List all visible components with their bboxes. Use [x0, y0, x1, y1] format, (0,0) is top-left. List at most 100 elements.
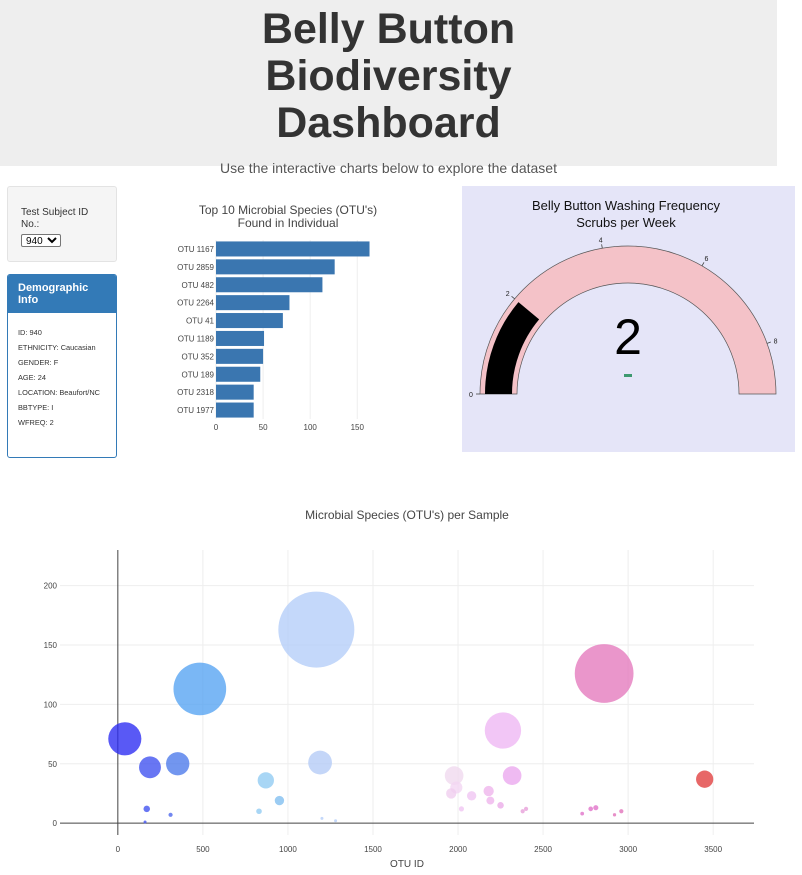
bubble-mark: [274, 795, 285, 806]
bubble-y-tick-label: 100: [44, 700, 58, 709]
bubble-y-tick-label: 50: [48, 760, 57, 769]
bubble-mark: [320, 816, 324, 820]
bar-mark: [216, 366, 261, 382]
bar-x-tick-label: 100: [304, 423, 318, 432]
bar-mark: [216, 259, 335, 275]
bubble-mark: [334, 819, 338, 823]
bar-category-label: OTU 2264: [177, 299, 214, 308]
header-jumbotron: Belly Button Biodiversity Dashboard Use …: [0, 0, 777, 176]
bubble-mark: [173, 662, 227, 716]
page-title: Belly Button Biodiversity Dashboard: [261, 5, 516, 147]
subject-selector-well: Test Subject ID No.: 940: [7, 186, 117, 262]
bar-category-label: OTU 482: [182, 281, 215, 290]
demographic-item-location: LOCATION: Beaufort/NC: [18, 388, 101, 397]
bar-category-label: OTU 189: [182, 370, 215, 379]
bubble-mark: [580, 811, 585, 816]
bubble-mark: [523, 806, 529, 811]
bubble-mark: [458, 806, 464, 812]
bubble-mark: [483, 785, 494, 797]
bar-mark: [216, 295, 290, 311]
bubble-mark: [278, 591, 355, 668]
bubble-x-axis-label: OTU ID: [390, 859, 424, 870]
bubble-mark: [484, 712, 522, 749]
gauge-value-bar: [485, 302, 540, 394]
bar-mark: [216, 313, 283, 329]
bubble-mark: [588, 806, 594, 812]
gauge-tick-label: 4: [599, 237, 603, 244]
gauge-delta-marker: [624, 374, 632, 377]
demographic-item-wfreq: WFREQ: 2: [18, 418, 54, 427]
bar-mark: [216, 277, 323, 293]
gauge-value-number: 2: [614, 309, 642, 365]
bar-category-label: OTU 352: [182, 352, 215, 361]
subject-id-select[interactable]: 940: [21, 234, 61, 247]
bubble-mark: [143, 820, 147, 824]
bubble-y-tick-label: 200: [44, 582, 58, 591]
bar-category-label: OTU 1167: [178, 245, 215, 254]
gauge-title: Belly Button Washing Frequency: [532, 198, 721, 213]
bubble-y-tick-label: 0: [53, 819, 58, 828]
washing-frequency-gauge[interactable]: Belly Button Washing Frequency Scrubs per…: [462, 186, 795, 452]
bar-category-label: OTU 41: [186, 317, 215, 326]
bubble-x-tick-label: 3000: [619, 845, 637, 854]
gauge-tick-label: 0: [469, 392, 473, 399]
bar-category-label: OTU 1977: [177, 406, 214, 415]
bubble-chart-title: Microbial Species (OTU's) per Sample: [305, 508, 509, 522]
demographic-item-bbtype: BBTYPE: I: [18, 403, 54, 412]
demographic-item-ethnicity: ETHNICITY: Caucasian: [18, 343, 96, 352]
gauge-tick: [601, 244, 603, 249]
bar-chart-title: Top 10 Microbial Species (OTU's): [199, 203, 377, 217]
bubble-x-tick-label: 500: [196, 845, 210, 854]
bar-x-tick-label: 0: [214, 423, 219, 432]
bubble-mark: [446, 788, 457, 799]
demographic-body: ID: 940 ETHNICITY: Caucasian GENDER: F A…: [8, 313, 116, 427]
bar-category-label: OTU 2318: [177, 388, 214, 397]
demographic-item-gender: GENDER: F: [18, 358, 59, 367]
bubble-x-tick-label: 2000: [449, 845, 467, 854]
gauge-subtitle: Scrubs per Week: [576, 215, 676, 230]
subject-selector-label: Test Subject ID No.:: [21, 207, 89, 230]
demographic-item-age: AGE: 24: [18, 373, 46, 382]
bubble-mark: [139, 756, 161, 779]
bar-category-label: OTU 2859: [177, 263, 214, 272]
bubble-x-tick-label: 2500: [534, 845, 552, 854]
bar-x-tick-label: 150: [351, 423, 365, 432]
bubble-mark: [308, 750, 332, 775]
bubble-x-tick-label: 3500: [704, 845, 722, 854]
bubble-mark: [619, 809, 624, 814]
gauge-arc: [479, 245, 777, 395]
bar-chart-title: Found in Individual: [238, 216, 339, 230]
bubble-mark: [143, 805, 151, 813]
gauge-tick-label: 6: [705, 256, 709, 263]
bar-mark: [216, 384, 254, 400]
bar-mark: [216, 348, 264, 364]
gauge-tick-label: 2: [506, 291, 510, 298]
demographic-item-id: ID: 940: [18, 328, 42, 337]
bubble-x-tick-label: 1000: [279, 845, 297, 854]
otu-bubble-chart[interactable]: Microbial Species (OTU's) per Sample 0 500…: [0, 490, 802, 875]
bubble-mark: [502, 766, 522, 785]
gauge-tick: [511, 295, 515, 300]
bubble-mark: [486, 796, 495, 805]
bar-category-label: OTU 1189: [178, 334, 215, 343]
bubble-y-tick-label: 150: [44, 641, 58, 650]
bubble-mark: [466, 791, 477, 801]
gauge-tick: [766, 341, 771, 344]
bubble-mark: [168, 812, 173, 817]
bubble-mark: [257, 772, 274, 789]
bar-mark: [216, 241, 370, 257]
bubble-mark: [444, 766, 464, 785]
bubble-x-tick-label: 1500: [364, 845, 382, 854]
bar-mark: [216, 330, 265, 346]
bar-mark: [216, 402, 254, 418]
bubble-mark: [593, 805, 599, 811]
bubble-mark: [574, 644, 634, 703]
bubble-mark: [696, 770, 714, 788]
top10-bar-chart[interactable]: Top 10 Microbial Species (OTU's)Found in…: [160, 186, 400, 436]
bubble-mark: [520, 809, 525, 814]
bubble-mark: [497, 802, 504, 809]
gauge-tick: [701, 262, 705, 267]
demographic-panel: Demographic Info ID: 940 ETHNICITY: Cauc…: [7, 274, 117, 458]
bubble-mark: [612, 813, 617, 817]
demographic-heading: Demographic Info: [8, 275, 116, 313]
